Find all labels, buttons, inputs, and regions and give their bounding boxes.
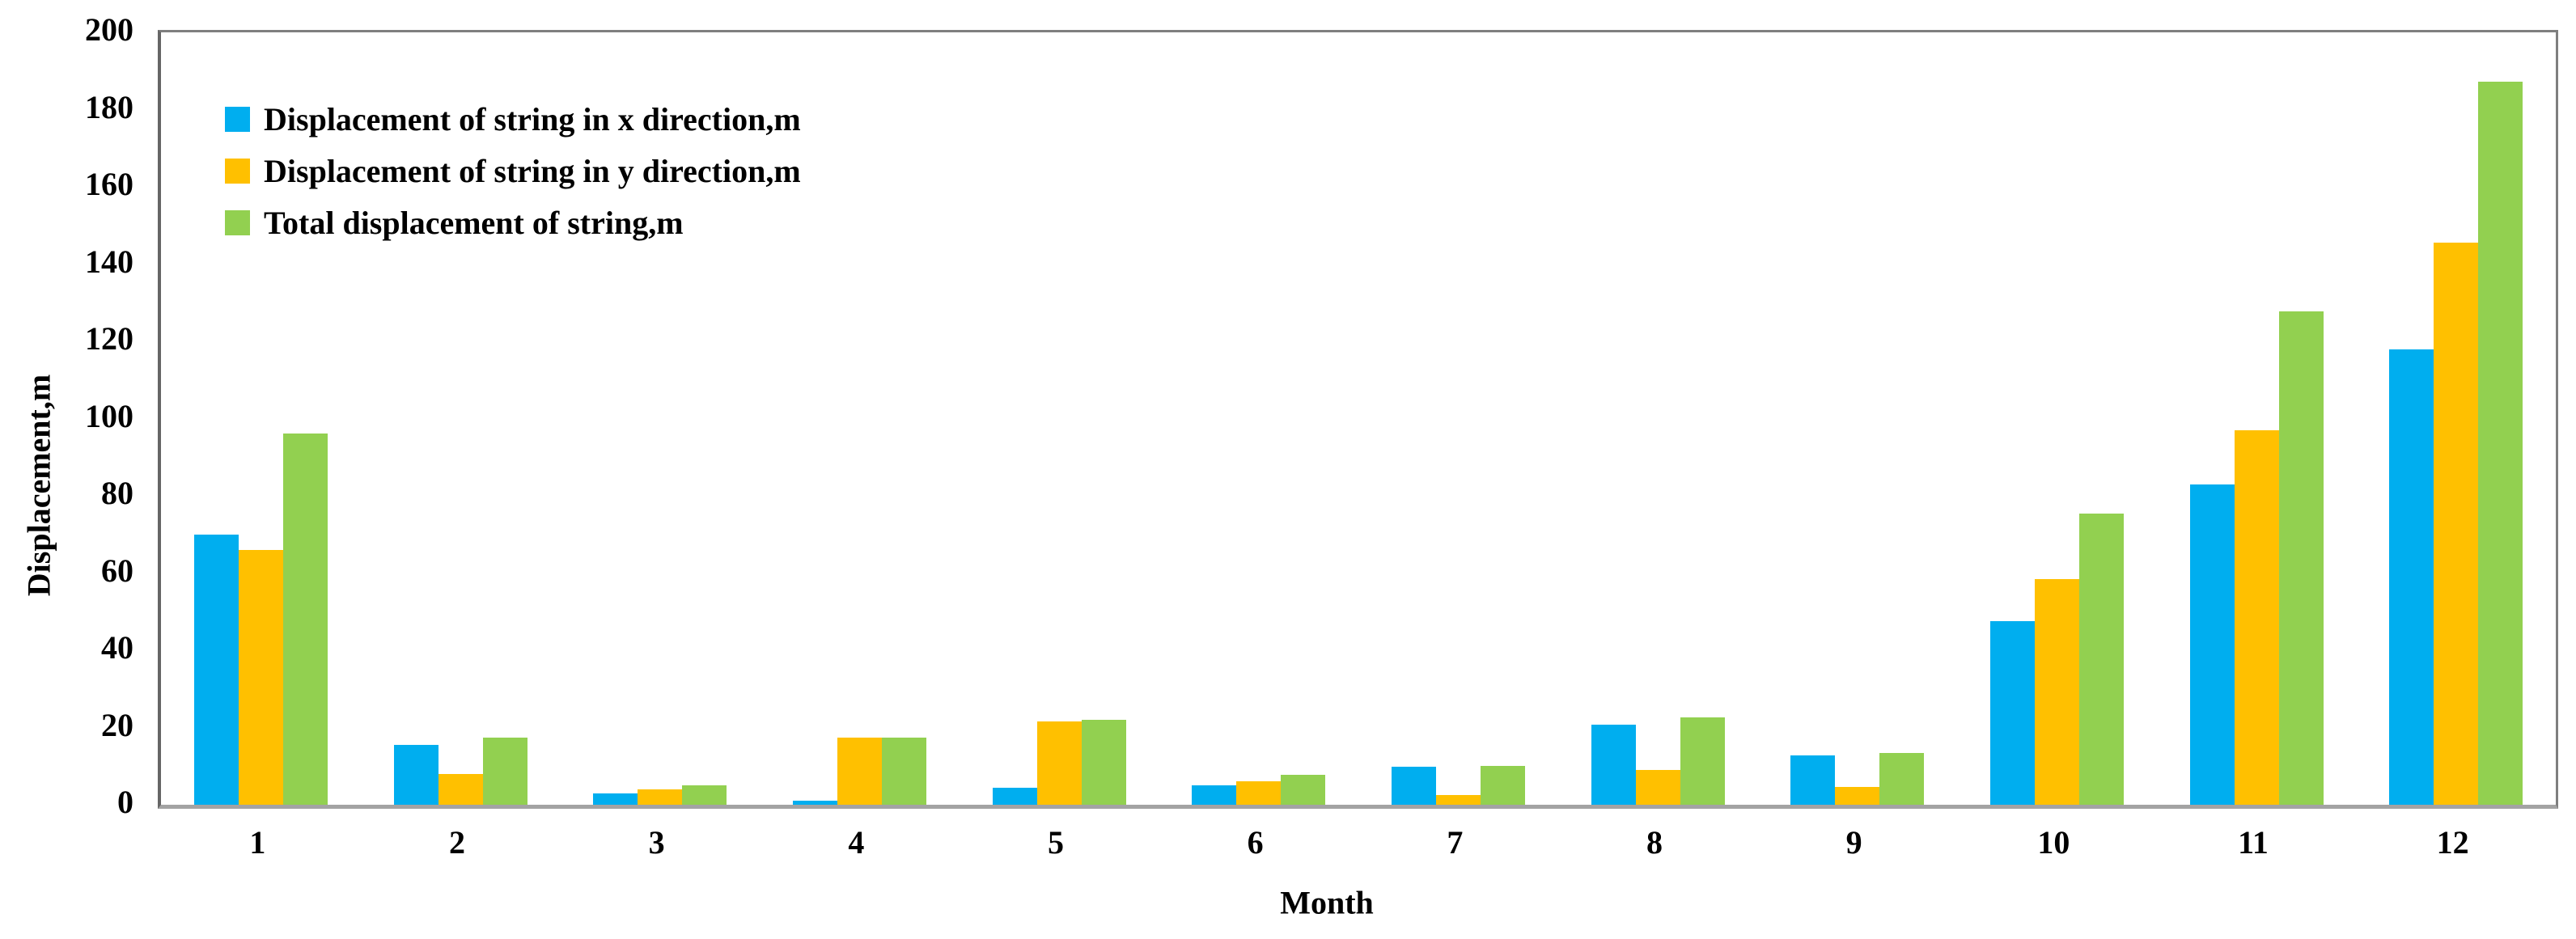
x-tick-label-month-3: 3	[648, 824, 665, 861]
bar-month-7-series-0	[1391, 767, 1436, 805]
y-tick-label-160: 160	[85, 166, 133, 202]
x-tick-label-month-7: 7	[1447, 824, 1464, 861]
x-axis-title: Month	[1280, 884, 1374, 921]
bar-month-6-series-0	[1192, 785, 1237, 805]
bar-month-10-series-0	[1989, 621, 2035, 805]
bar-month-9-series-2	[1879, 752, 1925, 805]
legend-label-total: Total displacement of string,m	[264, 204, 684, 241]
legend-row-y-direction: Displacement of string in y direction,m	[225, 154, 801, 187]
x-tick-label-month-8: 8	[1646, 824, 1663, 861]
x-tick-label-month-1: 1	[249, 824, 266, 861]
bar-month-5-series-2	[1081, 719, 1126, 805]
bar-month-3-series-1	[638, 789, 683, 805]
y-tick-label-0: 0	[117, 784, 133, 820]
legend: Displacement of string in x direction,m …	[225, 103, 801, 262]
bar-month-7-series-1	[1435, 794, 1481, 805]
bar-month-5-series-1	[1036, 721, 1082, 805]
legend-swatch-total	[225, 210, 250, 235]
y-tick-label-120: 120	[85, 320, 133, 357]
x-tick-label-month-12: 12	[2436, 824, 2469, 861]
bar-month-8-series-1	[1635, 769, 1680, 805]
legend-label-x-direction: Displacement of string in x direction,m	[264, 100, 801, 137]
bar-month-8-series-0	[1591, 725, 1636, 805]
legend-row-x-direction: Displacement of string in x direction,m	[225, 103, 801, 135]
y-tick-label-180: 180	[85, 88, 133, 125]
x-tick-label-month-9: 9	[1845, 824, 1862, 861]
legend-label-y-direction: Displacement of string in y direction,m	[264, 152, 801, 189]
x-tick-label-month-5: 5	[1048, 824, 1064, 861]
bar-month-11-series-0	[2189, 484, 2235, 805]
x-tick-label-month-6: 6	[1247, 824, 1264, 861]
bar-month-5-series-0	[992, 787, 1037, 805]
bar-month-3-series-0	[593, 793, 638, 805]
plot-area	[158, 30, 2558, 809]
legend-swatch-y-direction	[225, 159, 250, 184]
y-tick-label-40: 40	[101, 629, 133, 666]
bar-month-10-series-2	[2078, 514, 2124, 805]
bar-month-9-series-1	[1835, 787, 1880, 805]
bar-month-9-series-0	[1790, 755, 1836, 805]
bar-month-11-series-1	[2234, 429, 2279, 805]
bar-month-3-series-2	[682, 785, 727, 805]
bar-month-1-series-2	[282, 433, 328, 805]
y-axis-title: Displacement,m	[20, 374, 57, 597]
y-tick-label-20: 20	[101, 706, 133, 743]
bar-month-2-series-2	[482, 737, 527, 805]
bar-month-6-series-1	[1236, 781, 1282, 805]
bar-month-4-series-2	[881, 738, 926, 805]
legend-swatch-x-direction	[225, 107, 250, 132]
y-tick-label-140: 140	[85, 243, 133, 280]
bar-month-2-series-1	[438, 773, 483, 805]
bar-month-11-series-2	[2278, 311, 2324, 805]
bar-month-7-series-2	[1480, 765, 1525, 805]
bar-month-12-series-2	[2478, 81, 2523, 805]
bar-month-1-series-0	[193, 534, 239, 805]
bar-month-10-series-1	[2034, 578, 2079, 805]
bar-month-4-series-1	[837, 738, 882, 805]
bar-month-2-series-0	[393, 745, 439, 805]
y-tick-label-100: 100	[85, 397, 133, 434]
x-tick-label-month-4: 4	[848, 824, 865, 861]
bar-month-6-series-2	[1281, 774, 1326, 805]
y-tick-label-60: 60	[101, 552, 133, 589]
bar-month-12-series-0	[2389, 349, 2434, 805]
x-tick-label-month-10: 10	[2037, 824, 2070, 861]
bar-month-12-series-1	[2434, 243, 2479, 805]
x-tick-label-month-2: 2	[449, 824, 465, 861]
bar-month-4-series-0	[792, 801, 837, 805]
y-tick-label-80: 80	[101, 475, 133, 511]
x-tick-label-month-11: 11	[2238, 824, 2269, 861]
y-tick-label-200: 200	[85, 11, 133, 48]
bar-month-1-series-1	[238, 549, 283, 805]
bar-month-8-series-2	[1680, 717, 1725, 805]
legend-row-total: Total displacement of string,m	[225, 206, 801, 239]
